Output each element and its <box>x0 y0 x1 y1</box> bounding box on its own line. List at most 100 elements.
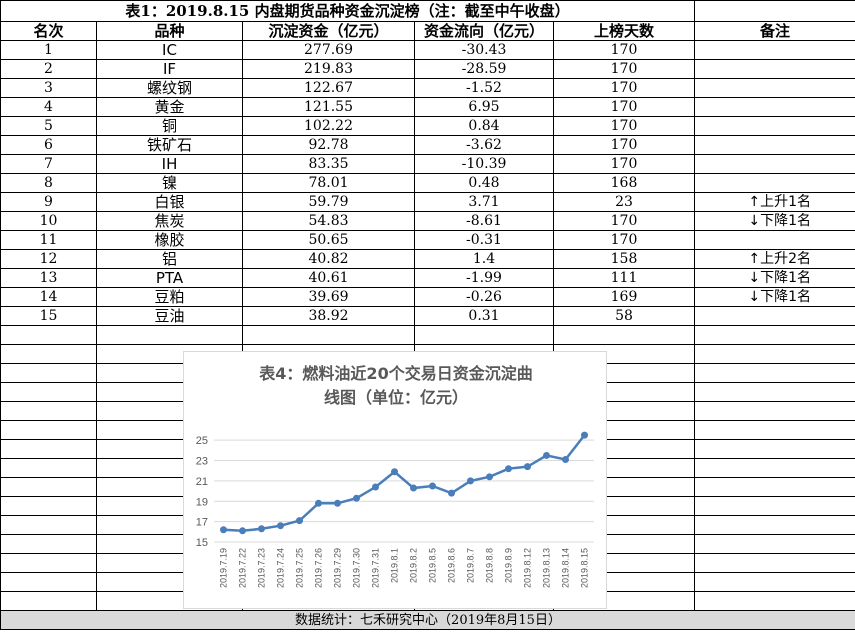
note-cell <box>694 230 855 250</box>
data-point <box>467 477 474 485</box>
note-cell <box>694 135 855 155</box>
name-cell: IH <box>96 154 243 174</box>
capital-cell: 54.83 <box>242 211 415 231</box>
table-row: 15 豆油 38.92 0.31 58 <box>0 306 855 326</box>
days-cell: 170 <box>552 211 696 231</box>
y-tick-label: 25 <box>196 435 208 447</box>
days-cell: 170 <box>552 116 696 136</box>
empty-cell <box>694 458 855 478</box>
flow-cell: 0.48 <box>414 173 554 193</box>
x-tick-label: 2019.8.7 <box>466 548 476 583</box>
data-point <box>277 522 284 530</box>
table-row: 12 铝 40.82 1.4 158 ↑上升2名 <box>0 249 855 269</box>
data-point <box>296 517 303 525</box>
header-note: 备注 <box>694 21 855 41</box>
data-point <box>562 456 569 464</box>
empty-cell <box>0 401 97 421</box>
capital-cell: 40.61 <box>242 268 415 288</box>
capital-cell: 102.22 <box>242 116 415 136</box>
note-cell <box>694 116 855 136</box>
note-cell: ↑上升2名 <box>694 249 855 269</box>
data-point <box>543 451 550 459</box>
data-point <box>448 489 455 497</box>
flow-cell: -0.26 <box>414 287 554 307</box>
days-cell: 169 <box>552 287 696 307</box>
rank-cell: 15 <box>0 306 97 326</box>
table-row: 10 焦炭 54.83 -8.61 170 ↓下降1名 <box>0 211 855 231</box>
title-empty-cell <box>694 0 855 22</box>
flow-cell: 0.84 <box>414 116 554 136</box>
flow-cell: -1.52 <box>414 78 554 98</box>
name-cell: 铜 <box>96 116 243 136</box>
table-row: 11 橡胶 50.65 -0.31 170 <box>0 230 855 250</box>
days-cell: 170 <box>552 154 696 174</box>
rank-cell: 1 <box>0 40 97 60</box>
footer-row: 数据统计：七禾研究中心（2019年8月15日） <box>0 610 855 630</box>
name-cell: PTA <box>96 268 243 288</box>
data-point <box>486 473 493 481</box>
data-point <box>220 526 227 534</box>
y-tick-label: 15 <box>196 537 208 549</box>
days-cell: 58 <box>552 306 696 326</box>
footer-source: 数据统计：七禾研究中心（2019年8月15日） <box>0 610 855 630</box>
empty-cell <box>694 344 855 364</box>
empty-cell <box>0 496 97 516</box>
header-days: 上榜天数 <box>552 21 696 41</box>
y-tick-label: 21 <box>196 476 208 488</box>
series-line <box>223 434 586 533</box>
chart-title-line2: 线图（单位：亿元） <box>323 388 468 407</box>
empty-cell <box>694 515 855 535</box>
rank-cell: 4 <box>0 97 97 117</box>
empty-cell <box>0 534 97 554</box>
table-row: 9 白银 59.79 3.71 23 ↑上升1名 <box>0 192 855 212</box>
data-point <box>581 431 588 439</box>
capital-cell: 122.67 <box>242 78 415 98</box>
data-point <box>429 482 436 490</box>
empty-cell <box>0 458 97 478</box>
flow-cell: -0.31 <box>414 230 554 250</box>
empty-cell <box>694 553 855 573</box>
note-cell: ↓下降1名 <box>694 211 855 231</box>
x-tick-label: 2019.8.6 <box>447 548 457 583</box>
name-cell: 铝 <box>96 249 243 269</box>
data-point <box>315 499 322 507</box>
note-cell <box>694 40 855 60</box>
header-flow: 资金流向（亿元） <box>414 21 554 41</box>
x-tick-label: 2019.7.25 <box>295 548 305 588</box>
capital-cell: 40.82 <box>242 249 415 269</box>
name-cell: 豆油 <box>96 306 243 326</box>
table-row: 13 PTA 40.61 -1.99 111 ↓下降1名 <box>0 268 855 288</box>
x-tick-label: 2019.7.31 <box>371 548 381 588</box>
header-rank: 名次 <box>0 21 97 41</box>
data-point <box>372 483 379 491</box>
empty-cell <box>0 572 97 592</box>
note-cell <box>694 173 855 193</box>
capital-cell: 38.92 <box>242 306 415 326</box>
rank-cell: 5 <box>0 116 97 136</box>
chart-plot: 15 17 19 21 23 25 2019.7.19 2019.7.22 2019.7.23 2… <box>196 431 594 588</box>
table-header-row: 名次 品种 沉淀资金（亿元） 资金流向（亿元） 上榜天数 备注 <box>0 21 855 41</box>
y-tick-label: 19 <box>196 496 208 508</box>
capital-cell: 219.83 <box>242 59 415 79</box>
data-point <box>258 525 265 533</box>
empty-cell <box>414 325 554 345</box>
table-title: 表1：2019.8.15 内盘期货品种资金沉淀榜（注：截至中午收盘） <box>0 0 696 22</box>
x-tick-label: 2019.7.29 <box>333 548 343 588</box>
x-tick-label: 2019.8.1 <box>390 548 400 583</box>
note-cell: ↓下降1名 <box>694 268 855 288</box>
empty-cell <box>0 553 97 573</box>
data-point <box>334 499 341 507</box>
data-point <box>391 468 398 476</box>
x-tick-label: 2019.8.15 <box>580 548 590 588</box>
empty-cell <box>694 477 855 497</box>
empty-cell <box>694 363 855 383</box>
days-cell: 170 <box>552 230 696 250</box>
empty-cell <box>694 401 855 421</box>
y-tick-label: 23 <box>196 456 208 468</box>
rank-cell: 13 <box>0 268 97 288</box>
empty-cell <box>0 344 97 364</box>
rank-cell: 9 <box>0 192 97 212</box>
empty-row <box>0 325 855 345</box>
empty-cell <box>694 591 855 611</box>
chart-title: 表4：燃料油近20个交易日资金沉淀曲 线图（单位：亿元） <box>184 362 608 410</box>
